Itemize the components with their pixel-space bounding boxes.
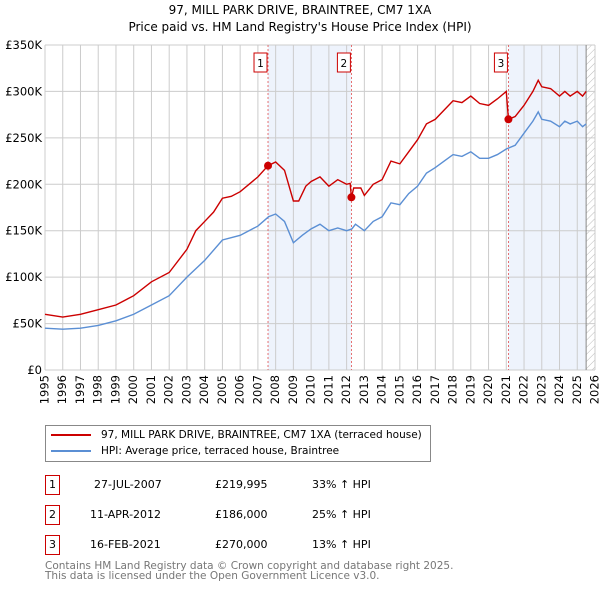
x-tick-label: 2003 [179, 375, 193, 404]
y-tick-label: £150K [5, 224, 42, 238]
x-tick-label: 2022 [517, 375, 531, 404]
x-tick-label: 2024 [552, 375, 566, 404]
sale-row: 3 16-FEB-2021 £270,000 13% ↑ HPI [45, 535, 445, 555]
x-tick-label: 2008 [268, 375, 282, 404]
sale-marker: 2 [45, 505, 60, 525]
legend-item-property: 97, MILL PARK DRIVE, BRAINTREE, CM7 1XA … [51, 429, 422, 441]
y-tick-label: £250K [5, 131, 42, 145]
x-tick-label: 2004 [197, 375, 211, 404]
sale-marker: 1 [45, 475, 60, 495]
x-tick-label: 2026 [588, 375, 600, 404]
x-tick-label: 2005 [215, 375, 229, 404]
x-tick-label: 2013 [357, 375, 371, 404]
series-line [44, 78, 587, 318]
sale-price: £219,995 [215, 478, 268, 491]
x-tick-label: 2000 [126, 375, 140, 404]
sale-point [347, 193, 356, 202]
x-tick-label: 2011 [321, 375, 335, 404]
sale-point [264, 161, 273, 170]
legend-swatch-red [51, 434, 91, 436]
x-tick-label: 2009 [286, 375, 300, 404]
x-tick-label: 2019 [463, 375, 477, 404]
x-tick-label: 2017 [428, 375, 442, 404]
shaded-period [508, 45, 587, 370]
sale-delta: 13% ↑ HPI [312, 538, 371, 551]
sale-marker: 3 [45, 535, 60, 555]
y-tick-label: £0 [27, 363, 42, 377]
x-tick-label: 2020 [481, 375, 495, 404]
shaded-period [268, 45, 352, 370]
sale-row: 1 27-JUL-2007 £219,995 33% ↑ HPI [45, 475, 445, 495]
x-tick-label: 2015 [392, 375, 406, 404]
footer-line: This data is licensed under the Open Gov… [45, 570, 380, 582]
legend-item-hpi: HPI: Average price, terraced house, Brai… [51, 445, 339, 457]
x-tick-label: 2010 [304, 375, 318, 404]
x-tick-label: 2023 [534, 375, 548, 404]
chart-svg: 97, MILL PARK DRIVE, BRAINTREE, CM7 1XA … [5, 3, 600, 404]
x-tick-label: 2021 [499, 375, 513, 404]
x-tick-label: 1995 [38, 375, 52, 404]
x-tick-label: 2016 [410, 375, 424, 404]
x-tick-label: 2018 [446, 375, 460, 404]
x-tick-label: 2014 [375, 375, 389, 404]
x-tick-label: 2012 [339, 375, 353, 404]
chart-title: 97, MILL PARK DRIVE, BRAINTREE, CM7 1XA [169, 3, 433, 17]
legend-label: 97, MILL PARK DRIVE, BRAINTREE, CM7 1XA … [101, 429, 422, 441]
x-tick-label: 1997 [73, 375, 87, 404]
series-line [44, 110, 587, 330]
sale-delta: 25% ↑ HPI [312, 508, 371, 521]
sale-price: £270,000 [215, 538, 268, 551]
footer-line: Contains HM Land Registry data © Crown c… [45, 560, 454, 572]
x-tick-label: 2025 [570, 375, 584, 404]
sale-date: 27-JUL-2007 [94, 478, 162, 491]
sale-marker-label: 3 [498, 58, 505, 70]
x-tick-label: 1999 [108, 375, 122, 404]
sale-marker-label: 2 [341, 58, 348, 70]
x-tick-label: 2001 [144, 375, 158, 404]
x-tick-label: 2006 [233, 375, 247, 404]
sale-point [504, 115, 513, 124]
legend: 97, MILL PARK DRIVE, BRAINTREE, CM7 1XA … [45, 425, 431, 462]
chart-subtitle: Price paid vs. HM Land Registry's House … [128, 20, 471, 34]
legend-swatch-blue [51, 450, 91, 452]
x-tick-label: 1998 [91, 375, 105, 404]
x-tick-label: 2007 [250, 375, 264, 404]
sale-price: £186,000 [215, 508, 268, 521]
sale-marker-box [336, 52, 351, 73]
sale-row: 2 11-APR-2012 £186,000 25% ↑ HPI [45, 505, 445, 525]
sale-marker-box [493, 52, 508, 73]
y-tick-label: £350K [5, 38, 42, 52]
sale-date: 16-FEB-2021 [90, 538, 161, 551]
sale-marker-box [253, 52, 268, 73]
legend-label: HPI: Average price, terraced house, Brai… [101, 445, 340, 457]
x-tick-label: 2002 [162, 375, 176, 404]
sale-marker-label: 1 [257, 58, 264, 70]
y-tick-label: £300K [5, 84, 42, 98]
x-tick-label: 1996 [55, 375, 69, 404]
forecast-hatch [586, 45, 595, 370]
footer: Contains HM Land Registry data © Crown c… [45, 560, 454, 582]
sale-date: 11-APR-2012 [90, 508, 162, 521]
y-tick-label: £50K [13, 317, 43, 331]
y-tick-label: £100K [5, 270, 42, 284]
sale-delta: 33% ↑ HPI [312, 478, 371, 491]
y-tick-label: £200K [5, 177, 42, 191]
